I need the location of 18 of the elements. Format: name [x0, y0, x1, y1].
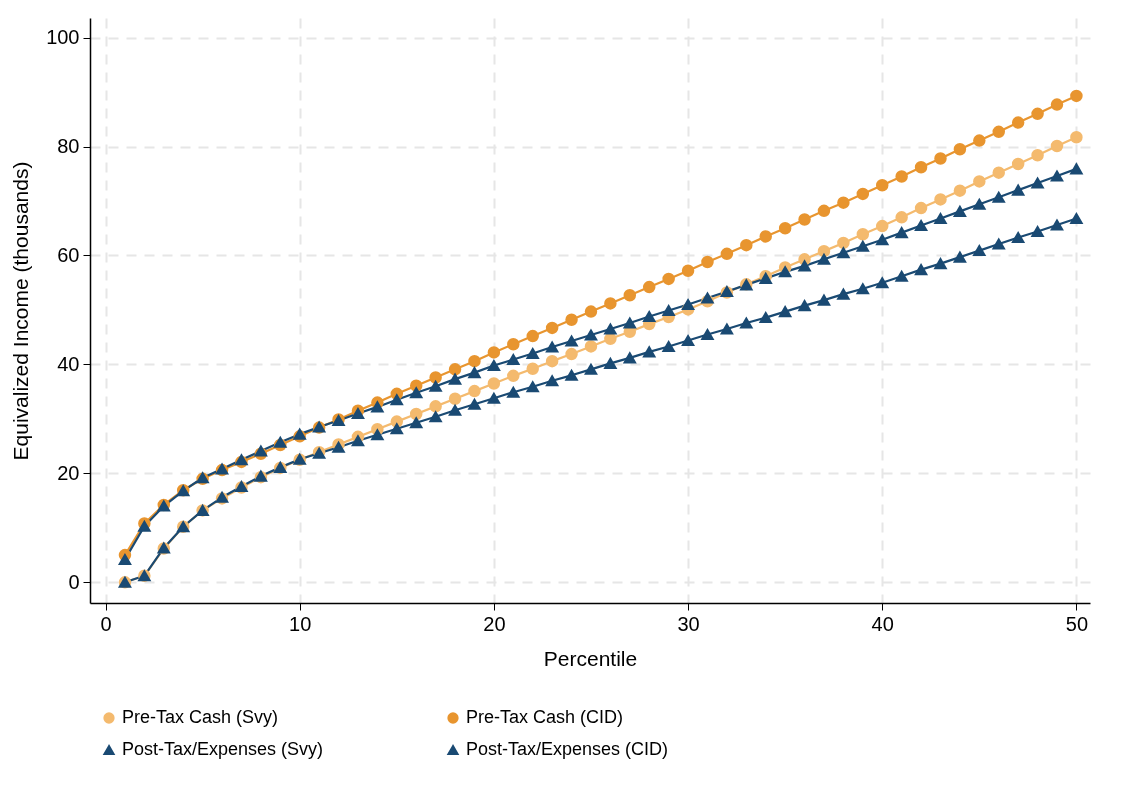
- y-tick-label: 80: [57, 135, 80, 158]
- y-tick-label: 0: [68, 570, 80, 593]
- y-axis-title: Equivalized Income (thousands): [9, 161, 33, 461]
- legend-label: Pre-Tax Cash (CID): [466, 707, 624, 727]
- y-tick-label: 100: [46, 26, 80, 49]
- x-tick-label: 20: [483, 612, 506, 635]
- y-tick-label: 20: [57, 461, 80, 484]
- legend-label: Post-Tax/Expenses (CID): [466, 739, 669, 759]
- x-axis-title: Percentile: [543, 646, 638, 670]
- x-tick-label: 30: [677, 612, 700, 635]
- x-tick-label: 40: [871, 612, 894, 635]
- legend-label: Post-Tax/Expenses (Svy): [122, 739, 324, 759]
- y-tick-label: 40: [57, 352, 80, 375]
- x-tick-label: 0: [100, 612, 112, 635]
- legend-label: Pre-Tax Cash (Svy): [122, 707, 279, 727]
- y-tick-label: 60: [57, 243, 80, 266]
- x-tick-label: 10: [289, 612, 312, 635]
- x-tick-label: 50: [1065, 612, 1089, 635]
